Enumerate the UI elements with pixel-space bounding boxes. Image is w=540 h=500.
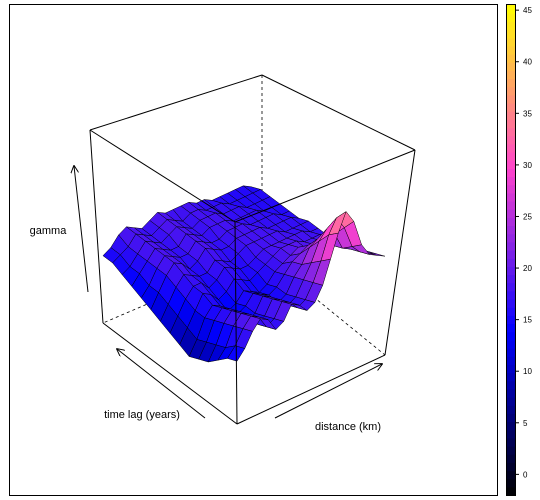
colorbar-cell [507, 486, 515, 496]
colorbar-cell [507, 29, 515, 39]
colorbar-cell [507, 201, 515, 210]
z-axis-label: gamma [30, 225, 68, 237]
box-edge-top-right-back [261, 74, 416, 151]
colorbar-cell [507, 307, 515, 316]
colorbar-cell [507, 266, 515, 276]
box-front-edges [89, 74, 416, 425]
box-edge-bottom-right-front [236, 354, 386, 425]
colorbar-cell [507, 54, 515, 63]
colorbar-tick-label: 20 [523, 264, 532, 273]
colorbar-tick-label: 30 [523, 161, 532, 170]
colorbar-cell [507, 250, 515, 259]
box-edge-right-vertical [384, 149, 416, 356]
box-edge-bottom-left-front [102, 322, 238, 425]
colorbar-cell [507, 413, 515, 423]
colorbar-cell [507, 356, 515, 365]
colorbar-cell [507, 103, 515, 112]
colorbar-cell [507, 331, 515, 341]
x-axis-label: distance (km) [315, 421, 381, 433]
colorbar-tick-label: 45 [523, 6, 532, 15]
colorbar-cell [507, 62, 515, 71]
colorbar-cell [507, 94, 515, 104]
colorbar-cell [507, 217, 515, 227]
colorbar-cell [507, 397, 515, 406]
colorbar-cell [507, 258, 515, 267]
z-axis-arrow [74, 166, 89, 293]
colorbar-cell [507, 429, 515, 439]
y-axis-label: time lag (years) [104, 409, 180, 421]
colorbar-tick-label: 35 [523, 109, 532, 118]
colorbar-cell [507, 437, 515, 447]
colorbar-tick-label: 25 [523, 212, 532, 221]
colorbar-cell [507, 446, 515, 455]
colorbar-cell [507, 299, 515, 308]
colorbar-cell [507, 127, 515, 137]
box-edge-left-vertical [89, 129, 104, 324]
colorbar-tick-label: 40 [523, 58, 532, 67]
colorbar-gradient [507, 5, 515, 496]
colorbar-cell [507, 13, 515, 22]
colorbar-cell [507, 380, 515, 390]
colorbar-cell [507, 372, 515, 382]
colorbar-cell [507, 143, 515, 153]
colorbar-cell [507, 135, 515, 145]
colorbar-cell [507, 348, 515, 357]
axis-arrows [74, 166, 382, 419]
colorbar-cell [507, 21, 515, 31]
colorbar-cell [507, 478, 515, 488]
box-edge-top-left-front [89, 129, 236, 223]
colorbar-tick-label: 10 [523, 367, 532, 376]
colorbar-cell [507, 119, 515, 129]
colorbar-cell [507, 86, 515, 96]
colorbar-cell [507, 111, 515, 120]
colorbar-cell [507, 290, 515, 300]
y-axis-arrow [117, 349, 206, 419]
colorbar: 0 5 10 15 20 25 30 35 40 45 [506, 4, 532, 496]
colorbar-cell [507, 176, 515, 186]
colorbar-frame [506, 4, 516, 496]
colorbar-cell [507, 233, 515, 243]
colorbar-cell [507, 168, 515, 178]
colorbar-cell [507, 323, 515, 333]
colorbar-cell [507, 45, 515, 55]
colorbar-cell [507, 282, 515, 292]
colorbar-cell [507, 209, 515, 218]
colorbar-cell [507, 339, 515, 349]
colorbar-cell [507, 315, 515, 325]
colorbar-tick-label: 5 [523, 419, 528, 428]
colorbar-cell [507, 152, 515, 161]
colorbar-cell [507, 405, 515, 414]
box-edge-front-vertical [234, 221, 238, 425]
box-edge-top-left-back [89, 74, 263, 131]
colorbar-cell [507, 470, 515, 480]
x-axis-arrow [274, 364, 382, 419]
colorbar-cell [507, 241, 515, 251]
colorbar-cell [507, 274, 515, 284]
colorbar-cell [507, 454, 515, 463]
colorbar-cell [507, 37, 515, 47]
colorbar-cell [507, 160, 515, 169]
plot-frame [9, 4, 498, 496]
colorbar-cell [507, 225, 515, 235]
colorbar-ticks: 0 5 10 15 20 25 30 35 40 45 [515, 6, 532, 479]
surface-mesh [102, 185, 386, 363]
colorbar-cell [507, 364, 515, 374]
colorbar-cell [507, 78, 515, 88]
box-edge-top-right-front [234, 149, 416, 223]
colorbar-cell [507, 184, 515, 194]
colorbar-tick-label: 15 [523, 316, 532, 325]
colorbar-cell [507, 421, 515, 431]
colorbar-cell [507, 388, 515, 398]
colorbar-tick-label: 0 [523, 470, 528, 479]
colorbar-cell [507, 192, 515, 202]
colorbar-cell [507, 70, 515, 80]
colorbar-cell [507, 5, 515, 14]
colorbar-cell [507, 462, 515, 472]
